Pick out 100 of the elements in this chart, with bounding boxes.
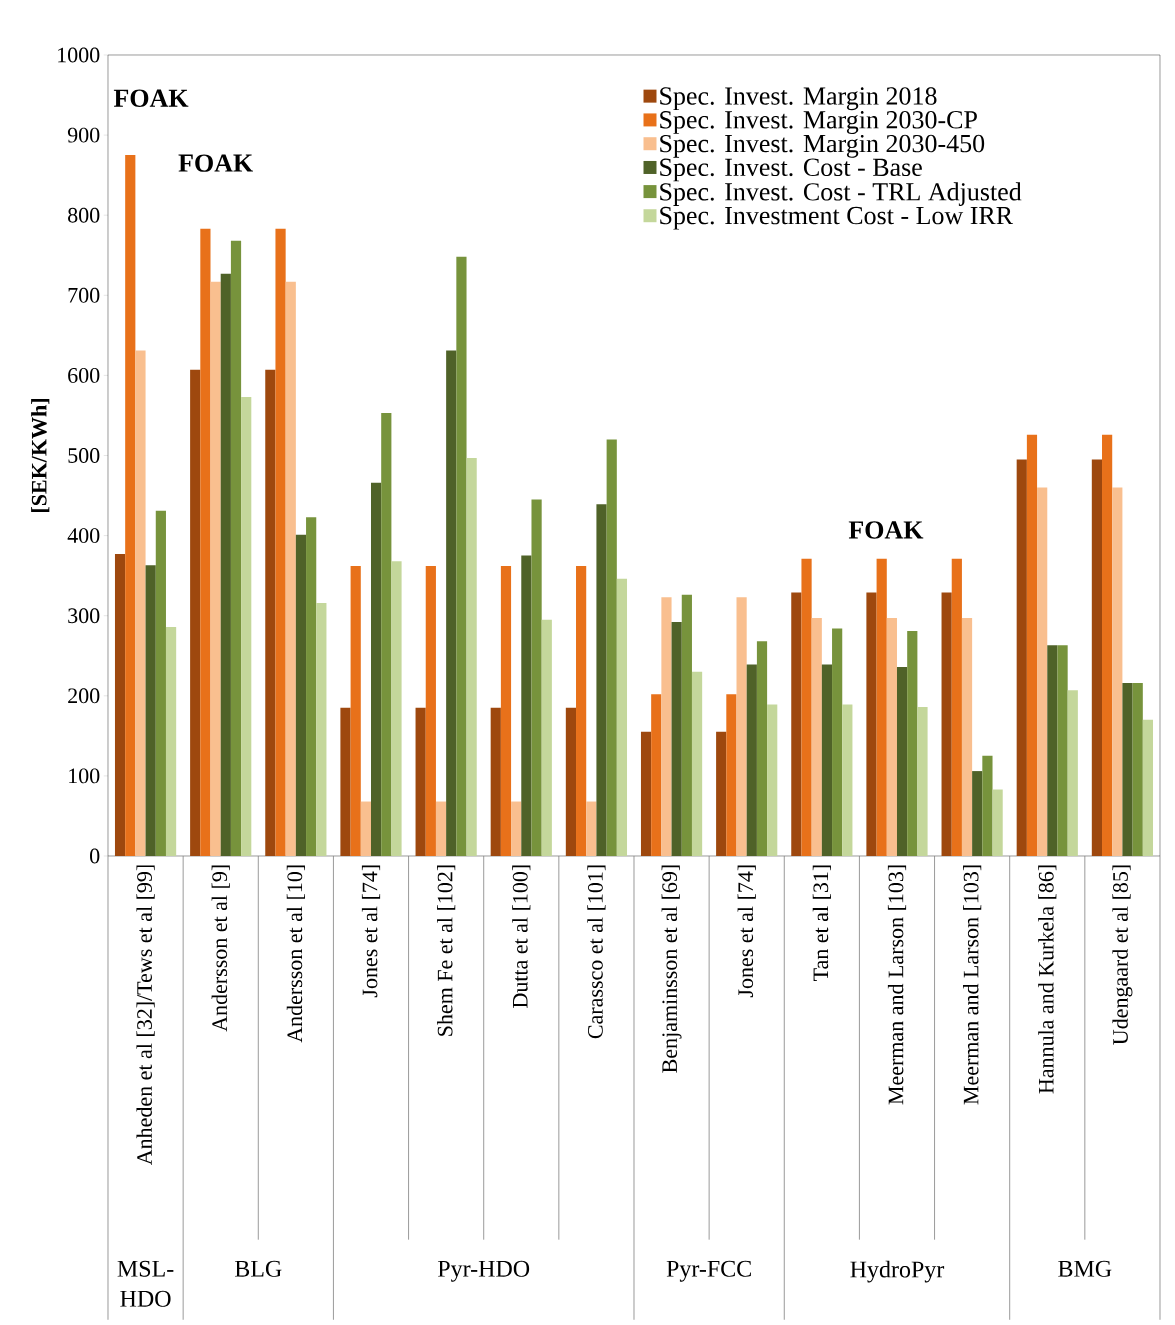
bar (391, 561, 402, 856)
x-tick-label: Shem Fe et al [102] (437, 865, 456, 1036)
bar (671, 622, 682, 856)
y-tick-label: 100 (69, 768, 100, 784)
bar (961, 618, 973, 856)
bar (941, 592, 952, 856)
y-axis-title: [SEK/KWh] (31, 399, 50, 512)
bar (1122, 682, 1133, 856)
x-tick-label: Tan et al [31] (812, 865, 831, 981)
bar (230, 240, 242, 856)
bar (285, 281, 296, 856)
bar (716, 731, 727, 856)
bar (972, 771, 983, 856)
bar (1067, 690, 1078, 856)
bar (992, 789, 1003, 856)
bar (842, 704, 853, 856)
y-tick-label: 1000 (58, 47, 100, 63)
bar (446, 350, 457, 856)
bar (490, 707, 501, 856)
bar (746, 664, 757, 856)
legend-label: Spec. Invest. Margin 2018 (660, 87, 937, 111)
x-tick-label: Jones et al [74] (361, 865, 381, 998)
x-tick-label: Andersson et al [9] (211, 865, 230, 1032)
bar (435, 801, 447, 856)
y-tick-label: 300 (68, 608, 100, 624)
bar (691, 671, 703, 856)
y-tick-label: 0 (90, 848, 100, 864)
x-tick-label: Dutta et al [100] (512, 865, 531, 1008)
bar (1132, 682, 1143, 856)
bar (456, 256, 467, 856)
bar (1026, 434, 1038, 856)
bar (736, 597, 747, 856)
bar (1057, 645, 1068, 856)
legend-label: Spec. Invest. Cost - Base (660, 158, 922, 182)
bar (616, 578, 628, 856)
y-tick-label: 500 (68, 448, 100, 463)
bar (145, 565, 156, 856)
x-tick-label: Hannula and Kurkela [86] (1038, 865, 1057, 1094)
bar (756, 641, 768, 856)
bar (415, 707, 426, 856)
bar (350, 566, 361, 856)
text: Pyr-FCC (666, 1260, 751, 1282)
text: MSL-HDO (117, 1260, 174, 1307)
x-tick-label: Andersson et al [10] (286, 865, 305, 1043)
bar (1112, 487, 1123, 856)
text: BLG (234, 1260, 282, 1277)
bar (832, 628, 843, 856)
bar (425, 566, 436, 856)
y-tick-label: 400 (67, 528, 100, 544)
legend-label: Spec. Investment Cost - Low IRR (660, 206, 1014, 230)
bar (306, 517, 317, 856)
bar (165, 626, 177, 856)
bar (726, 694, 737, 856)
bar (135, 350, 146, 856)
annotation: FOAK (113, 89, 189, 107)
bar (360, 801, 371, 856)
bar (640, 731, 652, 856)
bar (190, 369, 201, 856)
bar (767, 704, 778, 856)
bar (866, 592, 877, 856)
legend-label: Spec. Invest. Margin 2030-CP (660, 111, 977, 134)
bar (896, 666, 908, 856)
bar (531, 499, 542, 856)
x-tick-label: Jones et al [74] (737, 865, 756, 998)
bar (381, 413, 392, 856)
bar (1016, 459, 1027, 856)
bar (210, 281, 221, 856)
bar (917, 707, 928, 856)
annotation: FOAK (178, 154, 253, 172)
x-tick-label: Anheden et al [32]/Tews et al [99] (136, 865, 155, 1166)
bar (241, 397, 252, 856)
bar (511, 801, 522, 856)
x-tick-label: Benjaminsson et al [69] (661, 865, 682, 1073)
bar (681, 594, 692, 856)
bar (370, 482, 382, 856)
text: Pyr-HDO (437, 1260, 530, 1282)
bar (1047, 645, 1058, 856)
bar (220, 273, 231, 856)
bar (340, 707, 351, 856)
bar (876, 558, 887, 856)
bar (982, 755, 993, 856)
annotation: FOAK (848, 521, 924, 539)
text: BMG (1058, 1260, 1112, 1277)
bar (651, 694, 662, 856)
bar (1091, 459, 1103, 856)
bar (541, 619, 552, 856)
bar (951, 558, 962, 856)
y-tick-label: 600 (68, 367, 100, 383)
x-tick-label: Carassco et al [101] (587, 865, 606, 1039)
bar (606, 439, 617, 856)
bar (1142, 719, 1154, 856)
bar (466, 457, 477, 856)
bar (521, 555, 532, 856)
bar (295, 534, 307, 856)
bar (125, 155, 136, 856)
bar (811, 618, 822, 856)
bar (586, 801, 597, 856)
bar (265, 369, 276, 856)
bar (275, 228, 286, 856)
legend-label: Spec. Invest. Margin 2030-450 (660, 134, 985, 158)
